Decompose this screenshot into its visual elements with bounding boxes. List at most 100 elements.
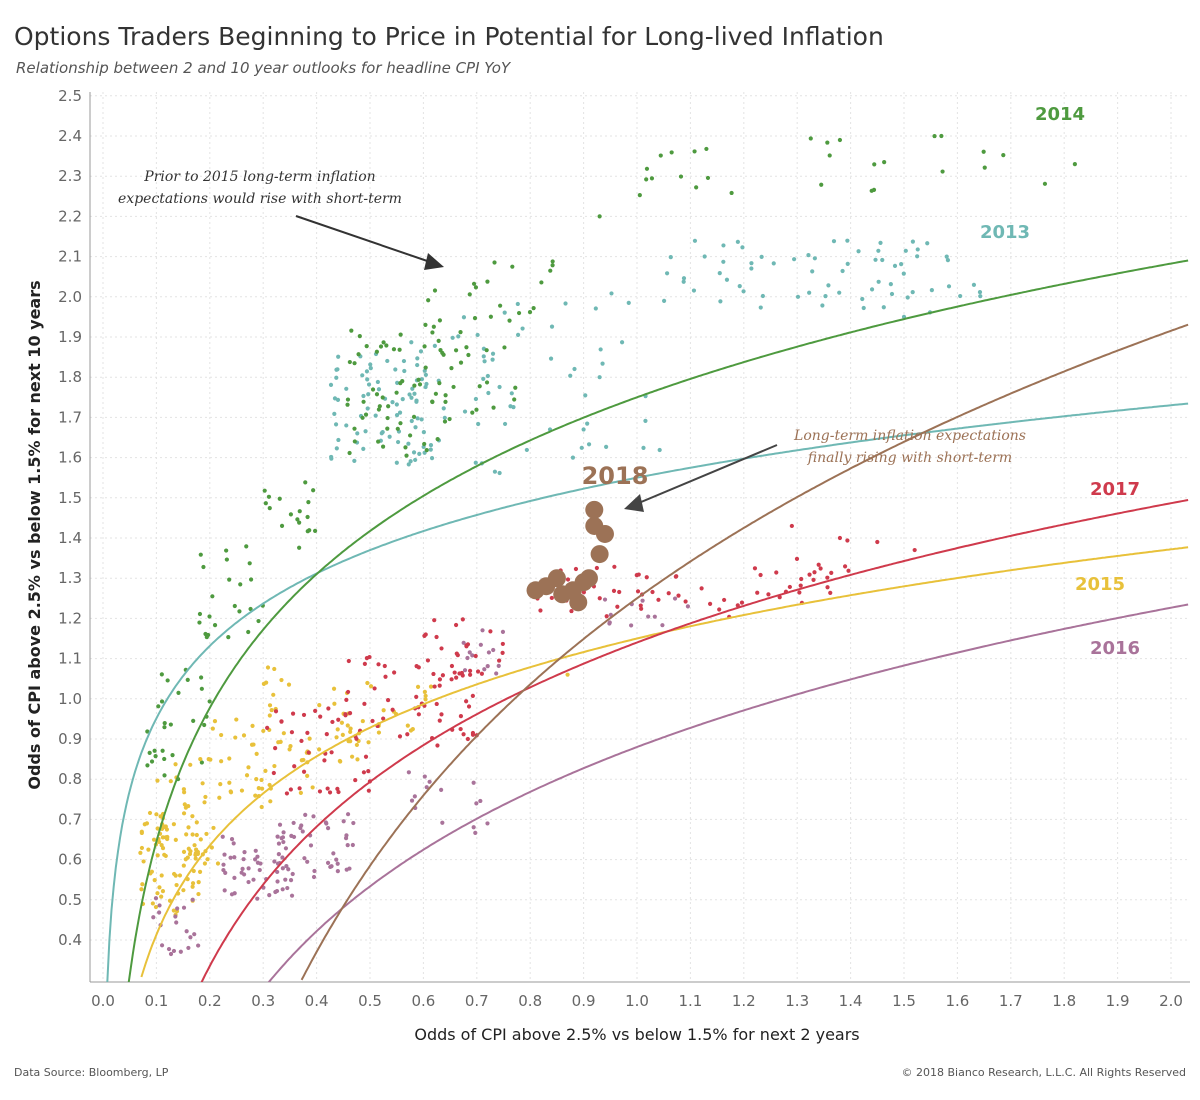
data-point xyxy=(211,825,216,831)
data-point xyxy=(345,843,350,848)
data-point xyxy=(840,268,845,274)
x-tick-label: 1.5 xyxy=(892,992,916,1010)
data-point xyxy=(335,727,340,732)
data-point xyxy=(424,785,429,790)
x-tick-label: 1.6 xyxy=(945,992,969,1010)
data-point xyxy=(673,574,678,579)
data-point xyxy=(376,730,382,735)
data-point xyxy=(496,663,501,668)
data-point xyxy=(238,582,243,587)
x-axis-label: Odds of CPI above 2.5% vs below 1.5% for… xyxy=(414,1025,859,1044)
data-point xyxy=(253,848,258,853)
data-point xyxy=(692,149,697,154)
data-point xyxy=(370,387,376,392)
data-point xyxy=(334,375,339,380)
data-point xyxy=(398,332,403,337)
data-point xyxy=(297,545,302,550)
data-point xyxy=(512,397,517,402)
data-point xyxy=(288,512,294,517)
data-point xyxy=(458,360,464,365)
data-point xyxy=(325,860,331,865)
annotation-arrow-head xyxy=(624,494,644,512)
data-point xyxy=(425,658,431,663)
data-point xyxy=(292,764,297,769)
data-point xyxy=(204,634,209,640)
data-point xyxy=(232,855,237,860)
data-point xyxy=(453,348,459,353)
data-point xyxy=(656,597,661,602)
data-point xyxy=(159,873,164,878)
data-point xyxy=(486,650,492,655)
data-point xyxy=(430,330,435,335)
data-point xyxy=(298,790,303,795)
data-point xyxy=(361,770,367,775)
data-point xyxy=(307,736,312,741)
data-point xyxy=(672,596,678,601)
data-point xyxy=(755,590,760,595)
data-point xyxy=(171,822,176,827)
y-tick-label: 1.4 xyxy=(58,529,82,547)
data-point xyxy=(437,718,442,723)
y-tick-label: 1.6 xyxy=(58,449,82,467)
data-point xyxy=(197,869,203,874)
data-point xyxy=(193,856,198,861)
data-point xyxy=(423,365,428,370)
data-point xyxy=(149,869,154,874)
data-point xyxy=(227,780,232,785)
data-point xyxy=(604,444,609,449)
data-point xyxy=(452,670,457,675)
data-point xyxy=(181,905,187,910)
data-point xyxy=(191,718,196,723)
annotation-2018-line: Long-term inflation expectations xyxy=(793,428,1026,444)
data-point xyxy=(274,888,280,894)
data-point xyxy=(464,345,469,350)
data-point xyxy=(739,600,745,605)
scatter-chart: 0.0 0.1 0.2 0.3 0.4 0.5 0.6 0.7 0.8 0.9 1.0 1.1 1.2 1… xyxy=(25,87,1190,1044)
data-point xyxy=(825,585,830,590)
data-point xyxy=(246,879,251,885)
data-point xyxy=(563,301,568,306)
data-point xyxy=(876,248,881,253)
data-point xyxy=(348,729,353,735)
data-point xyxy=(280,855,285,860)
data-point xyxy=(176,690,181,695)
data-point xyxy=(376,407,382,412)
data-point xyxy=(384,343,389,348)
data-point xyxy=(939,133,944,139)
annotation-arrow-shaft xyxy=(295,215,437,265)
x-tick-label: 0.8 xyxy=(518,992,542,1010)
data-point xyxy=(317,789,323,794)
data-point xyxy=(160,889,166,894)
data-point xyxy=(200,781,205,786)
data-point xyxy=(774,570,779,575)
data-point xyxy=(539,280,544,285)
data-point xyxy=(352,458,357,464)
series-label-2017: 2017 xyxy=(1090,479,1140,500)
data-point xyxy=(413,425,418,430)
data-point xyxy=(466,352,471,358)
data-point xyxy=(441,406,446,411)
data-point xyxy=(461,732,466,737)
data-point xyxy=(398,421,403,426)
series-label-2016: 2016 xyxy=(1090,638,1140,659)
data-point xyxy=(795,294,801,299)
y-tick-label: 0.9 xyxy=(58,730,82,748)
data-point xyxy=(173,914,178,919)
data-point xyxy=(513,385,518,390)
data-point xyxy=(479,671,484,676)
data-point xyxy=(366,740,371,745)
data-point xyxy=(299,738,304,744)
data-point xyxy=(478,798,483,804)
data-point xyxy=(221,862,226,867)
x-tick-label: 1.8 xyxy=(1052,992,1076,1010)
data-point xyxy=(597,214,602,219)
data-point xyxy=(454,651,459,656)
x-tick-label: 0.9 xyxy=(572,992,596,1010)
data-point xyxy=(222,888,227,893)
x-tick-label: 0.4 xyxy=(305,992,329,1010)
data-point xyxy=(160,835,165,840)
data-point xyxy=(391,347,397,352)
data-point xyxy=(421,430,426,435)
data-point xyxy=(434,701,439,707)
data-point xyxy=(168,951,174,957)
